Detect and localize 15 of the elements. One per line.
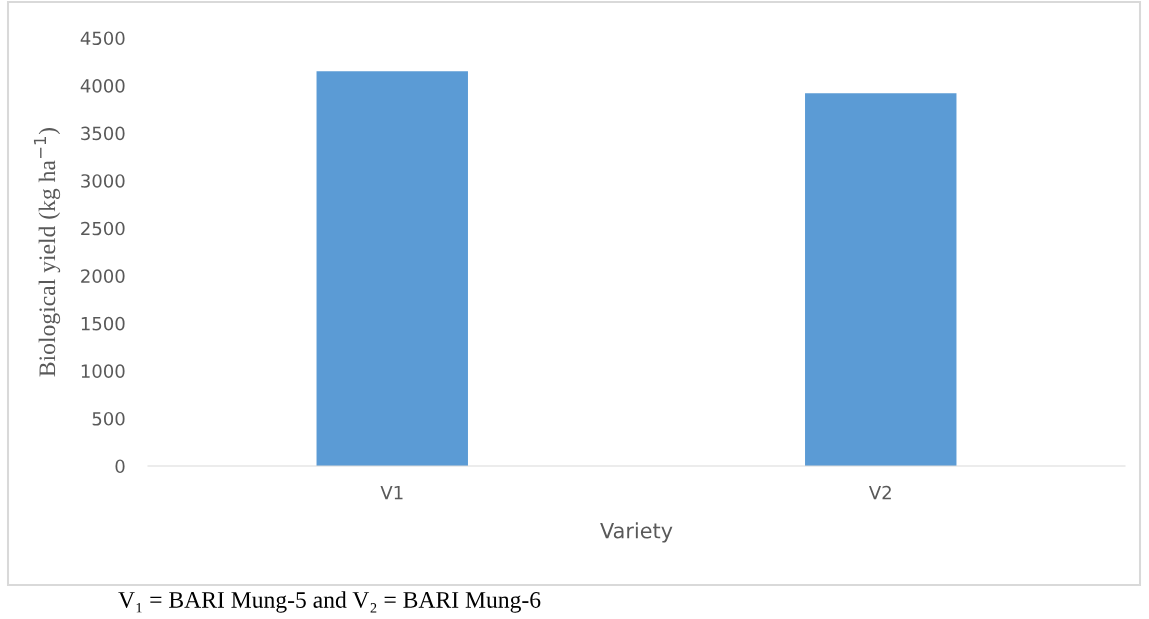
y-tick-label: 3000 [81,174,125,188]
text: V₁ = BARI Mung-5 and V₂ = BARI Mung-6 [118,591,541,613]
x-tick-label: V1 [380,486,403,500]
y-tick-label: 1000 [81,364,125,379]
x-tick-label: V2 [868,485,891,500]
y-tick-label: 3500 [81,126,125,141]
y-tick-label: 0 [115,459,125,474]
x-axis-title: Variety [600,522,673,543]
y-tick-label: 1500 [81,316,125,331]
y-tick-label: 2500 [81,221,125,236]
y-tick-label: 4000 [80,79,125,93]
y-tick-label: 4500 [80,31,125,46]
y-axis-title: Biological yield (kg ha$^{−1}$) [33,128,61,377]
y-tick-label: 2000 [81,269,125,283]
y-tick-label: 500 [92,411,125,426]
